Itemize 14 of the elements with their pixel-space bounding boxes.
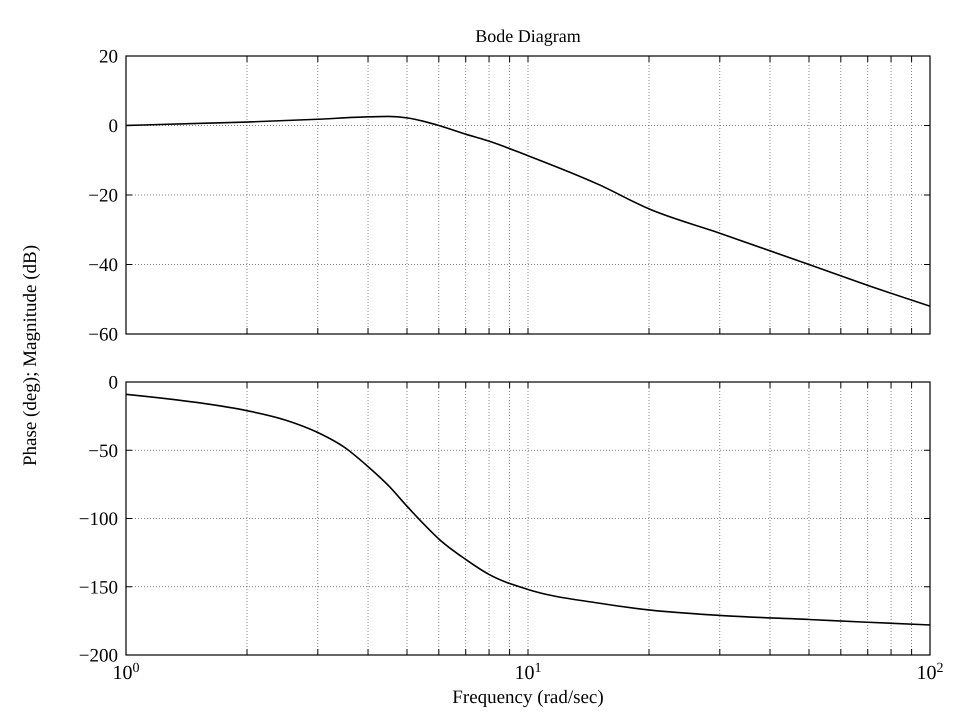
y-tick-label: −50 (88, 440, 118, 462)
x-tick-label: 10$^{2}$ (916, 660, 944, 684)
y-tick-label: −150 (78, 577, 118, 598)
chart-title: Bode Diagram (475, 26, 581, 46)
y-tick-label: −40 (88, 255, 118, 276)
y-tick-label: −60 (88, 324, 118, 346)
x-axis-title: Frequency (rad/sec) (452, 687, 604, 708)
y-tick-label: 20 (99, 46, 118, 68)
y-tick-label: −100 (78, 509, 118, 530)
y-tick-label: 0 (108, 372, 118, 394)
x-tick-label: 10$^{1}$ (514, 660, 542, 684)
y-tick-label: −20 (88, 186, 118, 207)
y-axis-title: Phase (deg); Magnitude (dB) (20, 244, 41, 466)
y-tick-label: 0 (108, 116, 118, 138)
